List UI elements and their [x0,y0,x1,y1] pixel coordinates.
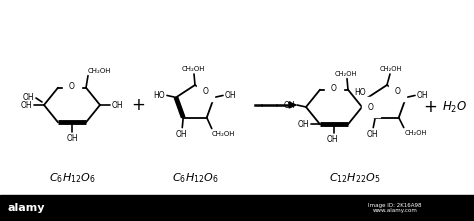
Text: OH: OH [175,130,187,139]
Text: Image ID: 2K16A98
www.alamy.com: Image ID: 2K16A98 www.alamy.com [368,203,422,213]
Text: HO: HO [355,88,366,97]
Text: $H_2O$: $H_2O$ [442,99,467,114]
Text: $C_6H_{12}O_6$: $C_6H_{12}O_6$ [49,171,95,185]
Text: CH₂OH: CH₂OH [335,71,357,77]
Text: OH: OH [417,91,428,100]
Text: O: O [202,87,209,96]
Text: +: + [423,98,437,116]
Bar [0,195,474,221]
Text: O: O [331,84,337,93]
Text: +: + [131,96,145,114]
Text: OH: OH [112,101,124,109]
Text: alamy: alamy [7,203,45,213]
Text: CH₂OH: CH₂OH [212,131,235,137]
Text: OH: OH [20,101,32,109]
Text: OH: OH [326,135,338,144]
Text: OH: OH [283,101,295,109]
Text: CH₂OH: CH₂OH [88,68,111,74]
Text: O: O [394,87,401,96]
Text: CH₂OH: CH₂OH [380,66,402,72]
Text: $C_6H_{12}O_6$: $C_6H_{12}O_6$ [172,171,219,185]
Text: OH: OH [225,91,237,100]
FancyArrow shape [289,102,296,108]
Text: OH: OH [297,120,309,129]
Text: HO: HO [154,91,165,100]
Text: OH: OH [22,93,34,101]
Text: O: O [69,82,75,91]
Text: CH₂OH: CH₂OH [405,130,427,135]
Text: $C_{12}H_{22}O_5$: $C_{12}H_{22}O_5$ [329,171,381,185]
Text: OH: OH [366,130,378,139]
Text: O: O [368,103,374,112]
Text: CH₂OH: CH₂OH [181,66,205,72]
Text: OH: OH [66,134,78,143]
